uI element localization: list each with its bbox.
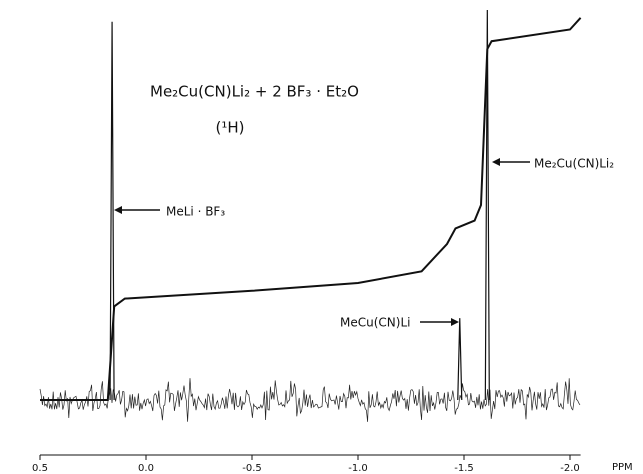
x-tick-label: 0.5 <box>32 463 48 474</box>
integral-curve <box>40 17 582 401</box>
arrowhead <box>492 158 500 166</box>
x-tick-label: -0.5 <box>242 463 262 474</box>
annotation: Me₂Cu(CN)Li₂ <box>534 157 614 171</box>
peak <box>457 318 463 401</box>
chart-subtitle: (¹H) <box>216 119 245 137</box>
chart-title: Me₂Cu(CN)Li₂ + 2 BF₃ · Et₂O <box>150 83 359 101</box>
annotation: MeCu(CN)Li <box>340 316 410 330</box>
peak <box>484 9 490 401</box>
arrowhead <box>451 318 459 326</box>
x-tick-label: -2.0 <box>560 463 580 474</box>
x-axis-label: PPM <box>612 462 633 473</box>
noise <box>39 378 581 422</box>
arrowhead <box>114 206 122 214</box>
annotation-group: MeLi · BF₃ MeCu(CN)Li Me₂Cu(CN)Li₂ <box>114 157 614 330</box>
x-tick-label: -1.0 <box>348 463 368 474</box>
x-tick-label: 0.0 <box>138 463 154 474</box>
peak <box>109 21 115 401</box>
annotation: MeLi · BF₃ <box>166 205 225 219</box>
x-tick-label: -1.5 <box>454 463 474 474</box>
